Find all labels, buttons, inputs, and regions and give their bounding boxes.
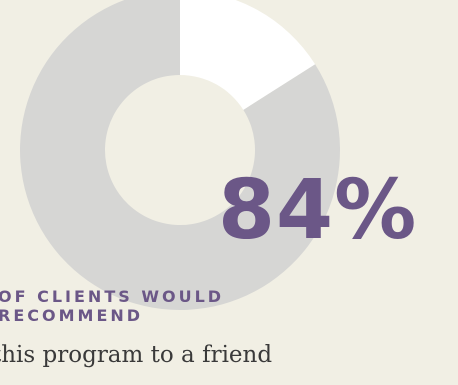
stat-value: 84% — [218, 163, 418, 258]
stat-caption: OF CLIENTS WOULD RECOMMEND — [0, 287, 225, 325]
stat-subtext: this program to a friend — [0, 342, 273, 368]
donut-slice-1 — [180, 0, 316, 110]
donut-slice-0 — [20, 0, 340, 310]
